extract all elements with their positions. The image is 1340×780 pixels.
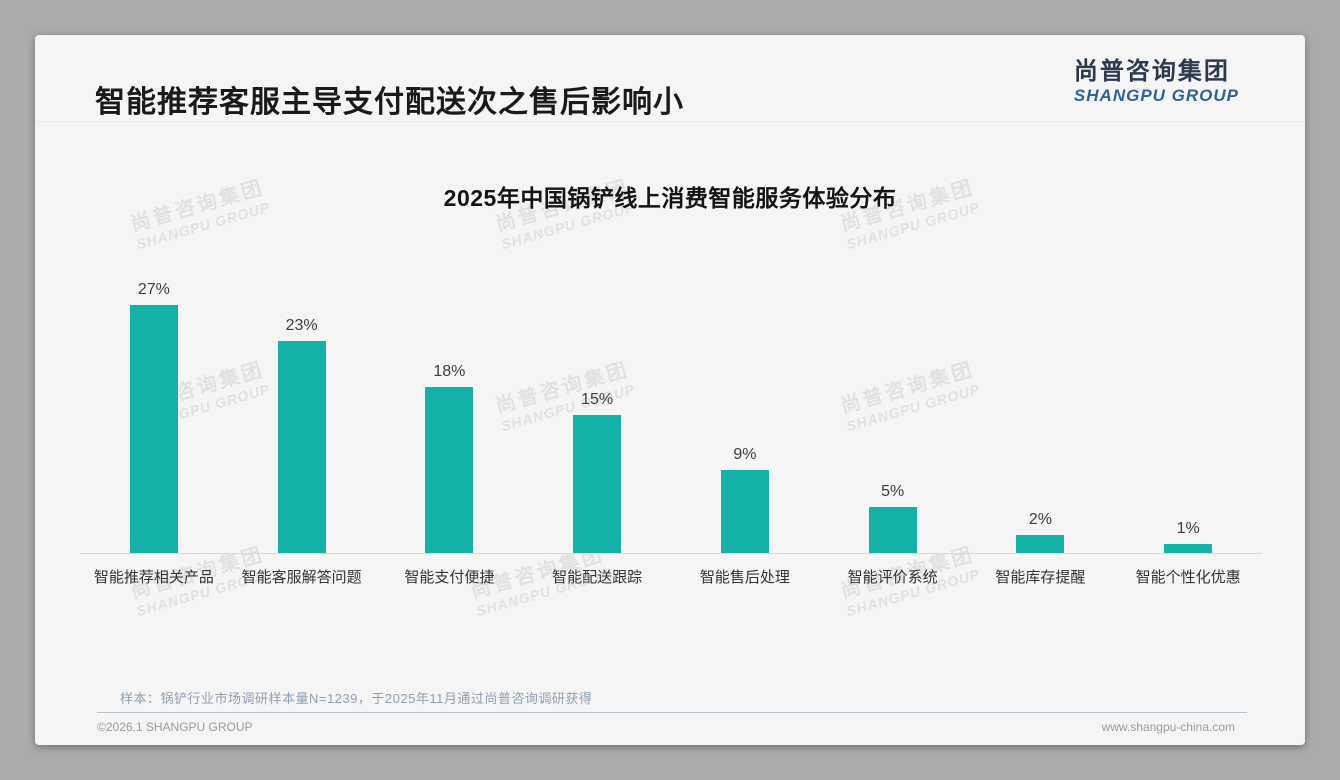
logo-chinese-text: 尚普咨询集团 (1073, 58, 1230, 85)
category-label: 智能售后处理 (699, 569, 790, 586)
bar (129, 305, 178, 553)
bar-value-label: 23% (285, 317, 318, 334)
title-divider (35, 121, 1305, 122)
copyright-text: ©2026.1 SHANGPU GROUP (97, 720, 253, 734)
x-axis-labels: 智能推荐相关产品 智能客服解答问题 智能支付便捷 智能配送跟踪 智能售后处理 智能评价系统… (80, 566, 1262, 587)
bar-column-0: 27% (80, 281, 228, 553)
bar-value-label: 27% (137, 281, 170, 298)
bar-column-4: 9% (671, 446, 819, 553)
footer-divider (97, 712, 1247, 713)
x-axis-line (80, 553, 1262, 554)
category-label: 智能客服解答问题 (241, 569, 362, 586)
bar-value-label: 1% (1176, 520, 1200, 537)
bar (1016, 535, 1065, 553)
bar-chart: 27% 23% 18% 15% 9% 5% 2% 1% (80, 281, 1262, 553)
bar-value-label: 2% (1028, 511, 1052, 528)
category-label: 智能个性化优惠 (1135, 569, 1241, 586)
sample-note: 样本：锅铲行业市场调研样本量N=1239，于2025年11月通过尚普咨询调研获得 (120, 691, 593, 706)
bar-value-label: 9% (733, 446, 757, 463)
bar-column-6: 2% (967, 511, 1115, 553)
bar-column-1: 23% (228, 317, 376, 553)
category-label: 智能推荐相关产品 (93, 569, 214, 586)
bar-value-label: 18% (433, 363, 466, 380)
slide-card: 尚普咨询集团 SHANGPU GROUP 尚普咨询集团 SHANGPU GROU… (35, 35, 1305, 745)
bar-value-label: 5% (881, 483, 905, 500)
bar-column-2: 18% (376, 363, 524, 553)
bar (868, 507, 917, 553)
bar (1164, 544, 1213, 553)
page-title: 智能推荐客服主导支付配送次之售后影响小 (95, 86, 684, 119)
bar-column-3: 15% (523, 391, 671, 553)
bar-column-5: 5% (819, 483, 967, 553)
bar-value-label: 15% (581, 391, 614, 408)
category-label: 智能支付便捷 (404, 569, 495, 586)
category-label: 智能库存提醒 (995, 569, 1086, 586)
bar (277, 341, 326, 553)
logo-english-text: SHANGPU GROUP (1073, 86, 1239, 106)
bar-column-7: 1% (1114, 520, 1262, 553)
category-label: 智能配送跟踪 (552, 569, 643, 586)
company-logo: 尚普咨询集团 SHANGPU GROUP (1073, 58, 1239, 106)
category-label: 智能评价系统 (847, 569, 938, 586)
chart-title: 2025年中国锅铲线上消费智能服务体验分布 (443, 185, 897, 211)
website-url: www.shangpu-china.com (1101, 720, 1235, 734)
bar (425, 387, 474, 553)
bar (573, 415, 622, 553)
bar (720, 470, 769, 553)
